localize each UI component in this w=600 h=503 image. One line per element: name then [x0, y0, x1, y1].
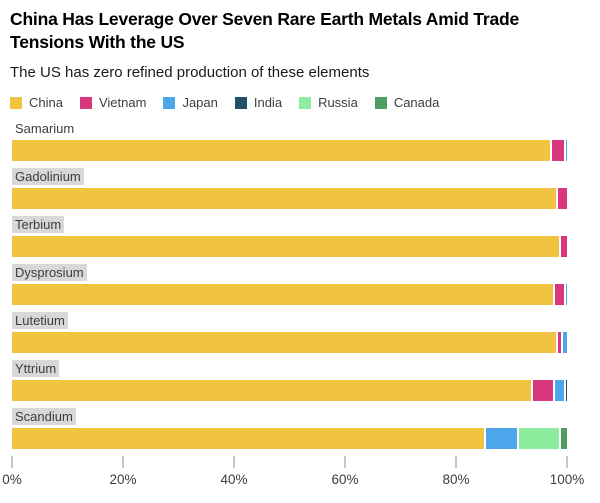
bar-segment-china [12, 188, 556, 209]
legend-swatch-vietnam-icon [79, 96, 92, 109]
category-label: Dysprosium [12, 264, 87, 281]
bar-segment-japan [553, 380, 565, 401]
bar-segment-japan [564, 140, 567, 161]
legend-item-china: China [10, 95, 63, 110]
legend-item-russia: Russia [299, 95, 358, 110]
category-label: Scandium [12, 408, 76, 425]
bar-segment-china [12, 428, 484, 449]
category-label: Samarium [15, 121, 75, 136]
bar-row-gadolinium: Gadolinium [12, 168, 567, 209]
legend-label: Russia [318, 95, 358, 110]
chart-legend: China Vietnam Japan India Russia Canada [10, 95, 590, 110]
x-axis-tick [233, 456, 235, 468]
bar-segment-russia [517, 428, 559, 449]
bar-track [12, 332, 567, 353]
bar-segment-india [564, 380, 567, 401]
legend-swatch-canada-icon [374, 96, 387, 109]
x-axis-tick-label: 80% [442, 472, 470, 487]
x-axis-tick-label: 100% [549, 472, 585, 487]
x-axis-tick [344, 456, 346, 468]
bar-row-samarium: Samarium [12, 120, 567, 161]
chart-subtitle: The US has zero refined production of th… [10, 64, 370, 81]
x-axis-tick-label: 20% [109, 472, 137, 487]
x-axis-tick-label: 60% [331, 472, 359, 487]
legend-label: Japan [182, 95, 218, 110]
plot-area: Samarium Gadolinium Terbium Dysprosium Lutet… [12, 120, 567, 449]
bar-segment-vietnam [555, 188, 567, 209]
legend-item-india: India [234, 95, 283, 110]
bar-row-dysprosium: Dysprosium [12, 264, 567, 305]
bar-segment-vietnam [550, 140, 565, 161]
category-label: Yttrium [12, 360, 60, 377]
bar-track [12, 188, 567, 209]
bar-segment-japan [561, 332, 567, 353]
bar-row-lutetium: Lutetium [12, 312, 567, 353]
bar-track [12, 428, 567, 449]
bar-row-terbium: Terbium [12, 216, 567, 257]
bar-segment-china [12, 332, 556, 353]
category-label: Gadolinium [12, 168, 84, 185]
legend-label: Vietnam [98, 95, 147, 110]
legend-item-vietnam: Vietnam [79, 95, 147, 110]
bar-segment-japan [564, 284, 567, 305]
bar-segment-vietnam [555, 332, 562, 353]
legend-swatch-japan-icon [163, 96, 176, 109]
bar-row-yttrium: Yttrium [12, 360, 567, 401]
legend-item-japan: Japan [163, 95, 218, 110]
legend-label: China [29, 95, 63, 110]
legend-swatch-china-icon [10, 96, 22, 109]
category-label: Lutetium [12, 312, 68, 329]
legend-label: India [253, 95, 283, 110]
legend-item-canada: Canada [374, 95, 440, 110]
bar-track [12, 284, 567, 305]
bar-row-scandium: Scandium [12, 408, 567, 449]
bar-segment-china [12, 380, 531, 401]
x-axis-tick [566, 456, 568, 468]
chart-title: China Has Leverage Over Seven Rare Earth… [10, 9, 520, 52]
x-axis: 0% 20% 40% 60% 80% 100% [2, 456, 584, 496]
x-axis-tick-label: 0% [2, 472, 22, 487]
legend-swatch-russia-icon [299, 96, 312, 109]
bar-segment-canada [558, 428, 567, 449]
x-axis-tick [122, 456, 124, 468]
bar-segment-china [12, 284, 554, 305]
bar-segment-china [12, 140, 551, 161]
bar-segment-vietnam [558, 236, 567, 257]
x-axis-tick [455, 456, 457, 468]
bar-segment-vietnam [530, 380, 554, 401]
bar-segment-china [12, 236, 559, 257]
x-axis-tick [11, 456, 13, 468]
bar-segment-vietnam [553, 284, 565, 305]
bar-track [12, 140, 567, 161]
bar-track [12, 236, 567, 257]
legend-swatch-india-icon [234, 96, 247, 109]
bar-segment-japan [483, 428, 518, 449]
legend-label: Canada [393, 95, 440, 110]
x-axis-tick-label: 40% [220, 472, 248, 487]
category-label: Terbium [12, 216, 65, 233]
bar-track [12, 380, 567, 401]
